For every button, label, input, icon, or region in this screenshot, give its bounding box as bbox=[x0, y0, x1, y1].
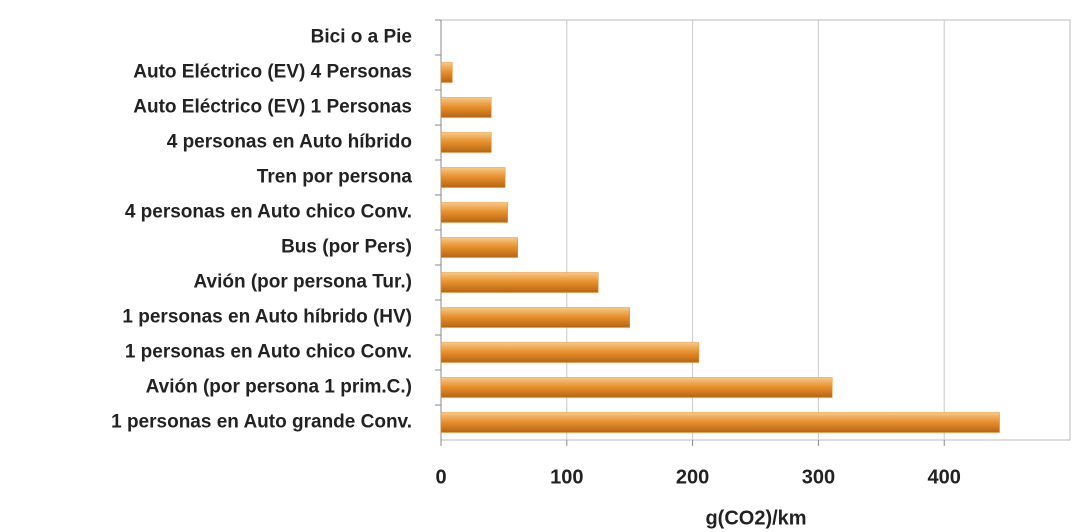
y-tick-label: Auto Eléctrico (EV) 1 Personas bbox=[133, 97, 412, 118]
chart: g(CO2)/km 0 100 200 300 400 Bici o a Pie Auto … bbox=[0, 0, 1091, 532]
bar bbox=[441, 413, 1000, 433]
bar bbox=[441, 203, 508, 223]
y-tick-label: 4 personas en Auto chico Conv. bbox=[125, 202, 412, 223]
x-tick-label: 400 bbox=[928, 466, 961, 488]
bar bbox=[441, 98, 491, 118]
x-tick-label: 200 bbox=[676, 466, 709, 488]
x-tick-label: 0 bbox=[435, 466, 446, 488]
y-tick-label: Bici o a Pie bbox=[311, 27, 412, 48]
bar bbox=[441, 273, 598, 293]
bar bbox=[441, 63, 452, 83]
plot-area bbox=[441, 20, 1070, 440]
x-axis-label: g(CO2)/km bbox=[705, 507, 806, 529]
y-tick-label: Tren por persona bbox=[257, 167, 413, 188]
y-tick-label: 1 personas en Auto chico Conv. bbox=[125, 342, 412, 363]
bar bbox=[441, 238, 518, 258]
bar bbox=[441, 133, 491, 153]
x-tick-label: 300 bbox=[802, 466, 835, 488]
y-tick-label: Bus (por Pers) bbox=[281, 237, 412, 258]
y-tick-label: Avión (por persona 1 prim.C.) bbox=[146, 377, 412, 398]
x-tick-label: 100 bbox=[550, 466, 583, 488]
bar bbox=[441, 378, 832, 398]
y-tick-label: 4 personas en Auto híbrido bbox=[167, 132, 412, 153]
y-tick-label: 1 personas en Auto grande Conv. bbox=[111, 412, 412, 433]
bar bbox=[441, 168, 505, 188]
y-tick-label: 1 personas en Auto híbrido (HV) bbox=[122, 307, 412, 328]
bar bbox=[441, 343, 699, 363]
bar bbox=[441, 308, 630, 328]
y-tick-label: Auto Eléctrico (EV) 4 Personas bbox=[133, 62, 412, 83]
y-tick-label: Avión (por persona Tur.) bbox=[193, 272, 412, 293]
